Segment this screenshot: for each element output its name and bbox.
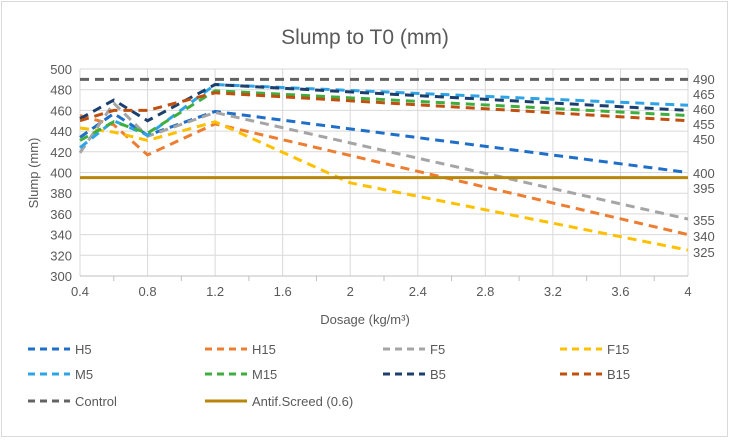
chart-title: Slump to T0 (mm)	[281, 26, 449, 49]
legend-item: M15	[205, 367, 277, 382]
legend-label: M15	[252, 367, 277, 382]
legend-item: Control	[28, 394, 117, 409]
end-value-label: 325	[693, 245, 715, 260]
legend-item: F5	[383, 342, 445, 357]
y-tick-label: 400	[50, 166, 72, 181]
end-value-label: 400	[693, 166, 715, 181]
y-tick-label: 300	[50, 269, 72, 284]
legend-label: M5	[75, 367, 93, 382]
end-value-label: 455	[693, 117, 715, 132]
legend-label: B5	[430, 367, 446, 382]
y-tick-label: 420	[50, 145, 72, 160]
x-tick-label: 2.4	[409, 284, 427, 299]
x-tick-label: 2.8	[476, 284, 494, 299]
legend-label: F15	[607, 342, 629, 357]
legend-item: F15	[560, 342, 629, 357]
series-line-m5	[79, 83, 689, 149]
y-tick-label: 500	[50, 62, 72, 77]
legend-label: F5	[430, 342, 445, 357]
end-value-label: 460	[693, 102, 715, 117]
y-tick-label: 340	[50, 228, 72, 243]
x-tick-label: 0.8	[139, 284, 157, 299]
x-tick-label: 3.6	[611, 284, 629, 299]
y-tick-label: 320	[50, 248, 72, 263]
end-value-label: 490	[693, 72, 715, 87]
x-tick-label: 3.2	[544, 284, 562, 299]
x-tick-label: 4	[684, 284, 691, 299]
x-tick-label: 1.2	[206, 284, 224, 299]
legend-label: B15	[607, 367, 630, 382]
y-tick-label: 380	[50, 186, 72, 201]
series-line-f15	[79, 120, 689, 252]
legend-label: Control	[75, 394, 117, 409]
y-tick-label: 480	[50, 83, 72, 98]
y-tick-label: 360	[50, 207, 72, 222]
legend-item: M5	[28, 367, 93, 382]
x-tick-label: 0.4	[71, 284, 89, 299]
legend-item: H5	[28, 342, 92, 357]
series-line-h5	[79, 109, 689, 174]
x-tick-label: 1.6	[274, 284, 292, 299]
legend-item: B5	[383, 367, 446, 382]
end-value-label: 340	[693, 229, 715, 244]
legend-label: H15	[252, 342, 276, 357]
series-line-b5	[79, 83, 689, 123]
y-axis-label: Slump (mm)	[26, 138, 41, 209]
end-value-label: 450	[693, 132, 715, 147]
x-axis-label: Dosage (kg/m³)	[320, 312, 410, 327]
legend-label: Antif.Screed (0.6)	[252, 394, 353, 409]
y-tick-label: 460	[50, 103, 72, 118]
legend-item: Antif.Screed (0.6)	[205, 394, 353, 409]
legend-item: H15	[205, 342, 276, 357]
legend-label: H5	[75, 342, 92, 357]
x-tick-label: 2	[347, 284, 354, 299]
series-line-b15	[79, 91, 689, 123]
legend-item: B15	[560, 367, 630, 382]
y-tick-label: 440	[50, 124, 72, 139]
series-line-f5	[78, 100, 689, 221]
end-value-label: 465	[693, 87, 715, 102]
end-value-label: 355	[693, 213, 715, 228]
end-value-label: 395	[693, 181, 715, 196]
